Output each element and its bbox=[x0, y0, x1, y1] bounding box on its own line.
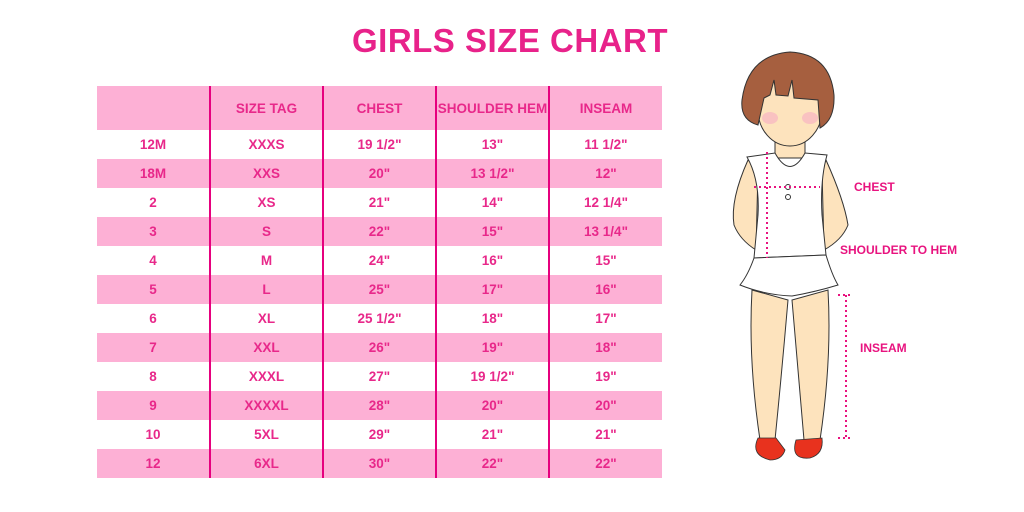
table-row: 10 5XL 29" 21" 21" bbox=[97, 420, 662, 449]
table-cell: 13 1/4" bbox=[548, 217, 662, 246]
table-cell: 6 bbox=[149, 311, 157, 326]
table-cell: 2 bbox=[149, 195, 157, 210]
table-cell: 11 1/2" bbox=[548, 130, 662, 159]
table-cell: 8 bbox=[149, 369, 157, 384]
inseam-label: INSEAM bbox=[860, 341, 907, 355]
table-cell: L bbox=[209, 275, 323, 304]
table-cell: XXXXL bbox=[209, 391, 323, 420]
table-cell: XL bbox=[209, 304, 323, 333]
table-cell: 19 1/2" bbox=[435, 362, 549, 391]
table-cell: XXXS bbox=[209, 130, 323, 159]
table-cell: 24" bbox=[322, 246, 436, 275]
size-chart-table: SIZE TAG CHEST SHOULDER HEM INSEAM 12M XXXS 1… bbox=[97, 86, 662, 478]
table-cell: 12 1/4" bbox=[548, 188, 662, 217]
table-cell: 28" bbox=[322, 391, 436, 420]
table-cell: XXS bbox=[209, 159, 323, 188]
table-row: 12 6XL 30" 22" 22" bbox=[97, 449, 662, 478]
table-cell: 20" bbox=[435, 391, 549, 420]
table-row: 8 XXXL 27" 19 1/2" 19" bbox=[97, 362, 662, 391]
table-header-row: SIZE TAG CHEST SHOULDER HEM INSEAM bbox=[97, 86, 662, 130]
column-header: CHEST bbox=[322, 86, 436, 130]
table-cell: XXXL bbox=[209, 362, 323, 391]
table-cell: 3 bbox=[149, 224, 157, 239]
column-header: INSEAM bbox=[548, 86, 662, 130]
table-cell: XXL bbox=[209, 333, 323, 362]
table-cell: 20" bbox=[322, 159, 436, 188]
table-cell: 14" bbox=[435, 188, 549, 217]
table-row: 3 S 22" 15" 13 1/4" bbox=[97, 217, 662, 246]
table-row: 7 XXL 26" 19" 18" bbox=[97, 333, 662, 362]
table-cell: 18M bbox=[139, 166, 167, 181]
table-cell: 19 1/2" bbox=[322, 130, 436, 159]
column-header: SHOULDER HEM bbox=[435, 86, 549, 130]
chest-label: CHEST bbox=[854, 180, 895, 194]
table-cell: 18" bbox=[435, 304, 549, 333]
table-cell: 27" bbox=[322, 362, 436, 391]
table-row: 2 XS 21" 14" 12 1/4" bbox=[97, 188, 662, 217]
table-cell: 12" bbox=[548, 159, 662, 188]
girl-measurement-illustration: CHEST SHOULDER TO HEM INSEAM bbox=[720, 40, 980, 485]
table-cell: 25 1/2" bbox=[322, 304, 436, 333]
table-cell: 22" bbox=[548, 449, 662, 478]
table-row: 18M XXS 20" 13 1/2" 12" bbox=[97, 159, 662, 188]
table-row: 9 XXXXL 28" 20" 20" bbox=[97, 391, 662, 420]
table-cell: 26" bbox=[322, 333, 436, 362]
table-cell: 25" bbox=[322, 275, 436, 304]
table-cell: 15" bbox=[435, 217, 549, 246]
column-header bbox=[97, 86, 210, 130]
table-cell: 10 bbox=[145, 427, 161, 442]
table-cell: 9 bbox=[149, 398, 157, 413]
table-cell: 20" bbox=[548, 391, 662, 420]
table-cell: 16" bbox=[435, 246, 549, 275]
table-cell: 7 bbox=[149, 340, 157, 355]
table-cell: 5XL bbox=[209, 420, 323, 449]
table-row: 12M XXXS 19 1/2" 13" 11 1/2" bbox=[97, 130, 662, 159]
page-title: GIRLS SIZE CHART bbox=[351, 22, 668, 59]
table-row: 4 M 24" 16" 15" bbox=[97, 246, 662, 275]
table-cell: 15" bbox=[548, 246, 662, 275]
table-cell: 22" bbox=[435, 449, 549, 478]
table-cell: 17" bbox=[435, 275, 549, 304]
column-header: SIZE TAG bbox=[209, 86, 323, 130]
table-cell: 6XL bbox=[209, 449, 323, 478]
table-cell: 12M bbox=[139, 137, 167, 152]
table-cell: 21" bbox=[435, 420, 549, 449]
table-cell: 21" bbox=[548, 420, 662, 449]
table-row: 5 L 25" 17" 16" bbox=[97, 275, 662, 304]
table-cell: 19" bbox=[548, 362, 662, 391]
table-cell: 29" bbox=[322, 420, 436, 449]
table-cell: 13 1/2" bbox=[435, 159, 549, 188]
table-cell: 17" bbox=[548, 304, 662, 333]
table-cell: 5 bbox=[149, 282, 157, 297]
girl-figure-image bbox=[732, 51, 850, 461]
table-cell: 19" bbox=[435, 333, 549, 362]
table-cell: 21" bbox=[322, 188, 436, 217]
table-cell: XS bbox=[209, 188, 323, 217]
table-cell: 16" bbox=[548, 275, 662, 304]
shoulder-to-hem-label: SHOULDER TO HEM bbox=[840, 243, 958, 257]
table-cell: 4 bbox=[149, 253, 157, 268]
table-cell: 18" bbox=[548, 333, 662, 362]
table-cell: 12 bbox=[145, 456, 161, 471]
table-cell: 30" bbox=[322, 449, 436, 478]
table-cell: S bbox=[209, 217, 323, 246]
table-cell: 13" bbox=[435, 130, 549, 159]
table-cell: 22" bbox=[322, 217, 436, 246]
table-cell: M bbox=[209, 246, 323, 275]
table-row: 6 XL 25 1/2" 18" 17" bbox=[97, 304, 662, 333]
